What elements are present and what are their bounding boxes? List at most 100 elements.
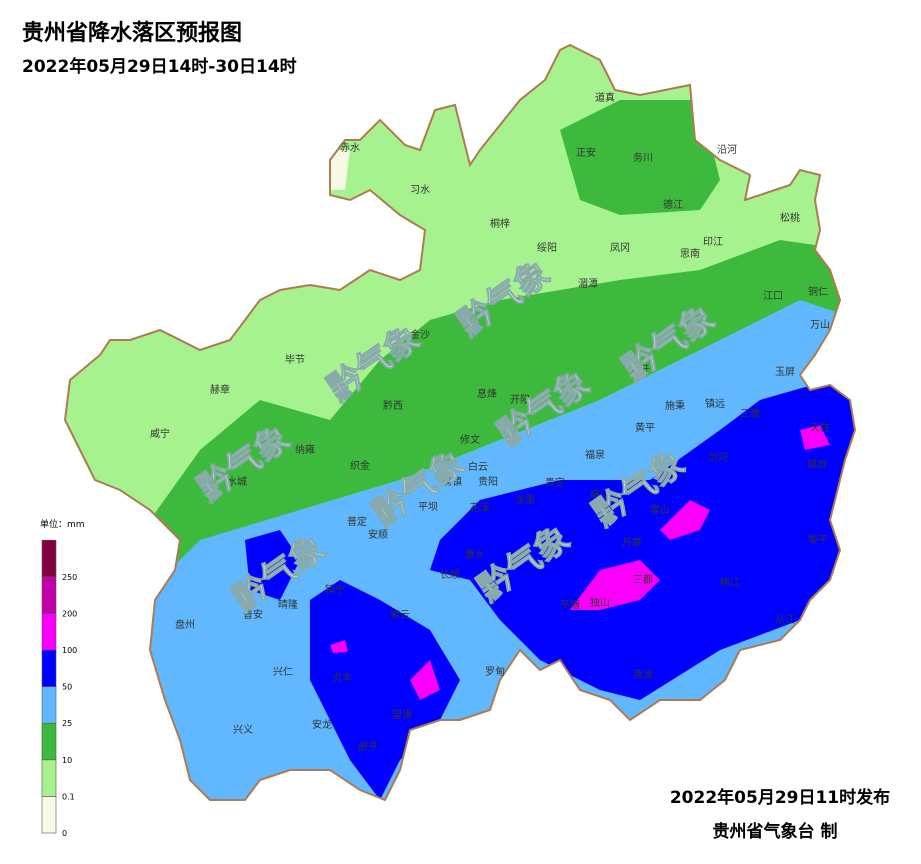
legend-swatch xyxy=(41,686,57,724)
legend-swatch xyxy=(41,576,57,614)
legend-label: 25 xyxy=(62,719,72,728)
county-label: 息烽 xyxy=(477,387,497,400)
county-label: 修文 xyxy=(460,433,480,446)
county-label: 威宁 xyxy=(150,427,170,440)
legend-label: 50 xyxy=(62,683,72,692)
legend-swatch xyxy=(41,613,57,651)
county-label: 黄平 xyxy=(635,421,655,434)
county-label: 凤冈 xyxy=(610,242,630,254)
county-label: 石阡 xyxy=(630,364,650,376)
county-label: 荔波 xyxy=(633,668,653,681)
county-label: 毕节 xyxy=(285,353,305,366)
county-label: 普定 xyxy=(347,515,367,528)
county-label: 正安 xyxy=(576,146,596,159)
legend-swatch xyxy=(41,649,57,687)
county-label: 黎平 xyxy=(808,533,828,546)
county-label: 万山 xyxy=(810,319,830,331)
county-label: 榕江 xyxy=(720,576,740,589)
area-blue xyxy=(430,380,855,700)
county-label: 丹寨 xyxy=(622,536,642,549)
county-label: 金沙 xyxy=(410,328,430,341)
issued-time: 2022年05月29日11时发布 xyxy=(670,787,890,808)
county-label: 镇宁 xyxy=(325,583,345,596)
county-label: 望谟 xyxy=(392,708,412,721)
county-label: 平坝 xyxy=(418,501,438,513)
county-label: 安龙 xyxy=(312,718,332,731)
county-label: 思南 xyxy=(680,247,700,260)
county-label: 普安 xyxy=(243,608,263,621)
county-label: 湄潭 xyxy=(578,278,598,290)
county-label: 盘州 xyxy=(175,618,195,631)
title: 贵州省降水落区预报图 xyxy=(22,21,242,46)
subtitle: 2022年05月29日14时-30日14时 xyxy=(22,56,297,77)
area-magenta xyxy=(660,500,710,540)
legend-swatch xyxy=(41,759,57,797)
area-green xyxy=(150,240,850,600)
county-label: 清镇 xyxy=(442,475,462,488)
county-label: 铜仁 xyxy=(808,286,828,298)
county-label: 松桃 xyxy=(780,211,800,224)
area-magenta xyxy=(800,425,830,450)
legend-label: 200 xyxy=(62,609,77,618)
county-label: 福泉 xyxy=(585,448,605,461)
county-label: 沿河 xyxy=(717,144,737,156)
legend-label: 100 xyxy=(62,646,77,655)
area-trace xyxy=(330,150,350,190)
county-label: 江口 xyxy=(763,290,783,302)
county-label: 织金 xyxy=(350,459,370,472)
county-label: 桐梓 xyxy=(490,217,510,230)
county-label: 册亨 xyxy=(358,740,378,753)
county-label: 麻江 xyxy=(590,488,610,501)
county-label: 龙里 xyxy=(515,493,535,506)
legend-label: 250 xyxy=(62,573,77,582)
county-label: 平塘 xyxy=(560,598,580,611)
legend-label: 10 xyxy=(62,756,72,765)
legend-unit: 单位：mm xyxy=(40,518,85,530)
legend-label: 0 xyxy=(62,829,67,838)
legend-swatch xyxy=(41,722,57,761)
area-green xyxy=(560,100,720,215)
county-label: 纳雍 xyxy=(295,443,315,456)
legend-label: 0.1 xyxy=(62,792,75,801)
county-label: 花溪 xyxy=(470,501,490,514)
county-label: 印江 xyxy=(703,236,723,248)
legend-swatch xyxy=(41,539,57,578)
county-label: 玉屏 xyxy=(775,366,795,378)
county-label: 剑河 xyxy=(708,451,728,464)
county-label: 贞丰 xyxy=(332,671,352,684)
county-label: 贵阳 xyxy=(478,475,498,488)
county-label: 罗甸 xyxy=(485,665,505,678)
county-label: 白云 xyxy=(468,460,488,473)
county-label: 兴仁 xyxy=(273,666,293,678)
area-blue xyxy=(245,530,300,600)
county-label: 三都 xyxy=(633,574,653,586)
county-label: 晴隆 xyxy=(278,598,298,611)
county-label: 务川 xyxy=(633,151,653,164)
county-label: 黔西 xyxy=(383,399,403,412)
area-magenta xyxy=(410,660,440,700)
county-label: 独山 xyxy=(590,596,610,609)
county-label: 紫云 xyxy=(390,609,410,621)
county-label: 天柱 xyxy=(810,421,830,434)
area-magenta xyxy=(570,560,660,610)
area-blue xyxy=(310,580,460,800)
legend: 0 0.1 10 25 50 100 200 250 xyxy=(41,539,77,838)
county-label: 赤水 xyxy=(340,142,360,154)
county-label: 道真 xyxy=(595,91,615,104)
county-label: 习水 xyxy=(410,184,430,196)
county-label: 绥阳 xyxy=(537,242,557,254)
county-label: 从江 xyxy=(775,614,795,626)
county-label: 开阳 xyxy=(510,394,530,406)
county-label: 水城 xyxy=(227,476,247,488)
legend-swatch xyxy=(41,796,57,834)
county-label: 德江 xyxy=(663,198,683,211)
county-label: 锦屏 xyxy=(807,458,827,471)
county-label: 雷山 xyxy=(650,504,670,516)
county-label: 赫章 xyxy=(210,383,230,396)
county-label: 施秉 xyxy=(665,399,685,412)
county-label: 长顺 xyxy=(440,569,460,581)
county-label: 兴义 xyxy=(233,724,253,736)
